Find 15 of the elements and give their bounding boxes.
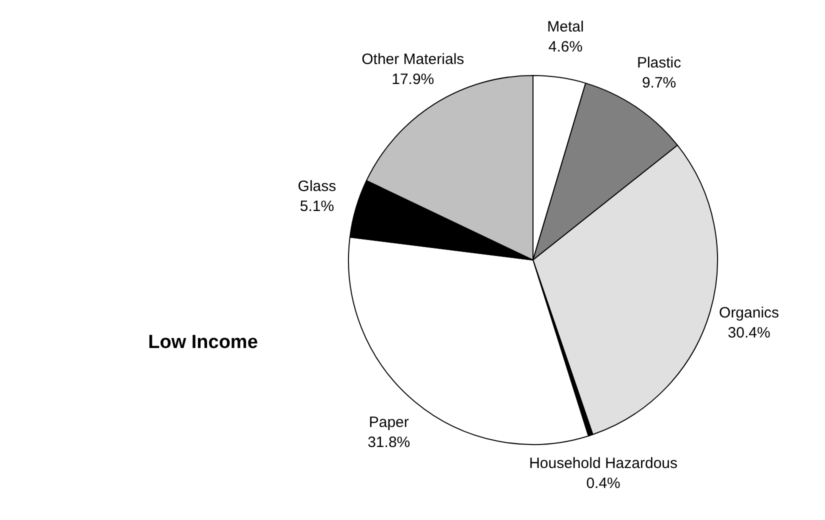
text: Low Income <box>148 332 258 354</box>
data-label: 30.4% <box>728 324 770 342</box>
slice-label: Household Hazardous <box>529 454 678 472</box>
slice-label: Paper <box>368 414 409 432</box>
slice-label: Plastic <box>636 54 682 72</box>
data-label: 17.9% <box>392 70 434 88</box>
slice-label: Glass <box>298 178 336 195</box>
data-label: 9.7% <box>642 74 676 92</box>
data-label: 0.4% <box>586 474 620 492</box>
slice-label: Organics <box>719 304 780 322</box>
slice-label: Metal <box>547 18 584 36</box>
data-label: 31.8% <box>368 434 410 452</box>
slice-label: Other Materials <box>362 50 464 68</box>
data-label: 5.1% <box>300 198 334 215</box>
data-label: 4.6% <box>548 38 583 56</box>
